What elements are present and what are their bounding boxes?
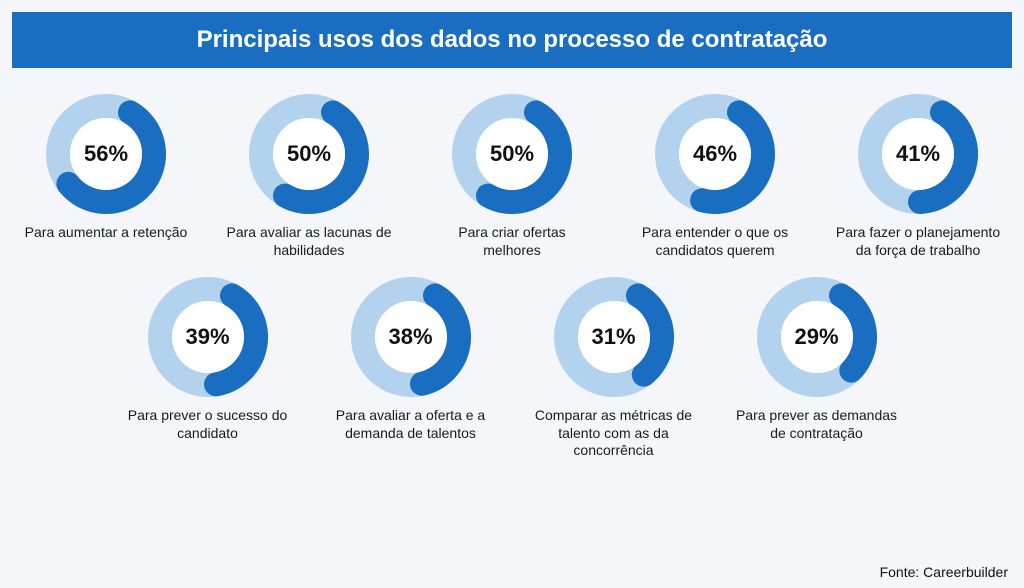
donut-item: 39% Para prever o sucesso do candidato [125,277,290,460]
donut-item: 41% Para fazer o planejamento da força de… [836,94,1001,259]
donut-label: Para entender o que os candidatos querem [633,224,798,259]
donut-item: 50% Para criar ofertas melhores [430,94,595,259]
donut-percent: 56% [46,94,166,214]
donut-percent: 50% [452,94,572,214]
donut-label: Para aumentar a retenção [25,224,188,242]
source-text: Fonte: Careerbuilder [880,564,1008,580]
donut-percent: 39% [148,277,268,397]
donut-percent: 50% [249,94,369,214]
donut-percent: 38% [351,277,471,397]
donut-chart: 38% [351,277,471,397]
donut-label: Para avaliar a oferta e a demanda de tal… [328,407,493,442]
donut-chart: 50% [452,94,572,214]
donut-percent: 31% [554,277,674,397]
donut-row-2: 39% Para prever o sucesso do candidato 38%… [0,277,1024,460]
donut-item: 50% Para avaliar as lacunas de habilidade… [227,94,392,259]
donut-percent: 29% [757,277,877,397]
donut-item: 56% Para aumentar a retenção [24,94,189,259]
donut-item: 31% Comparar as métricas de talento com a… [531,277,696,460]
donut-label: Para prever as demandas de contratação [734,407,899,442]
donut-item: 38% Para avaliar a oferta e a demanda de … [328,277,493,460]
page-title: Principais usos dos dados no processo de… [12,12,1012,68]
donut-chart: 56% [46,94,166,214]
donut-chart: 41% [858,94,978,214]
donut-percent: 46% [655,94,775,214]
donut-label: Para fazer o planejamento da força de tr… [836,224,1001,259]
donut-label: Comparar as métricas de talento com as d… [531,407,696,460]
donut-chart: 31% [554,277,674,397]
donut-row-1: 56% Para aumentar a retenção 50% Para avali… [0,94,1024,259]
donut-chart: 50% [249,94,369,214]
donut-chart: 39% [148,277,268,397]
donut-percent: 41% [858,94,978,214]
donut-item: 46% Para entender o que os candidatos que… [633,94,798,259]
donut-chart: 46% [655,94,775,214]
donut-chart: 29% [757,277,877,397]
donut-label: Para criar ofertas melhores [430,224,595,259]
donut-grid: 56% Para aumentar a retenção 50% Para avali… [0,94,1024,460]
donut-label: Para avaliar as lacunas de habilidades [227,224,392,259]
donut-item: 29% Para prever as demandas de contrataçã… [734,277,899,460]
donut-label: Para prever o sucesso do candidato [125,407,290,442]
